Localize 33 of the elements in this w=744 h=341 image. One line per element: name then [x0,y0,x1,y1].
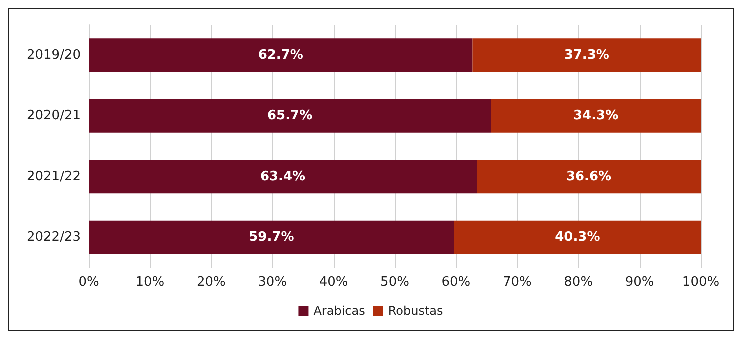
x-tick-label: 90% [625,275,654,290]
y-tick-label: 2019/20 [26,48,81,63]
bar [89,38,473,72]
data-label: 59.7% [249,230,294,246]
x-tick-label: 10% [136,275,165,290]
bar [89,220,454,254]
x-tick-label: 0% [78,275,100,290]
x-tick-label: 80% [564,275,594,290]
data-label: 34.3% [573,108,619,124]
data-label: 63.4% [260,169,306,184]
x-tick-label: 20% [196,275,226,290]
x-tick-label: 30% [258,275,288,290]
data-label: 37.3% [564,48,610,63]
x-tick-label: 70% [502,275,532,290]
bar [89,160,478,194]
bar [454,220,701,254]
bar [491,99,701,133]
y-tick-label: 2022/23 [26,230,81,246]
bar [89,99,492,133]
x-tick-label: 60% [442,275,471,290]
legend-label: Robustas [388,304,444,318]
bar [472,38,701,72]
bar [477,160,701,194]
x-tick-label: 50% [380,275,410,290]
data-label: 65.7% [267,108,313,124]
data-label: 62.7% [258,48,304,63]
data-label: 40.3% [555,230,600,246]
legend-label: Arabicas [314,304,366,318]
y-tick-label: 2021/22 [26,169,81,184]
data-label: 36.6% [566,169,612,184]
x-tick-label: 100% [682,275,720,290]
x-tick-label: 40% [319,275,348,290]
y-tick-label: 2020/21 [26,108,81,124]
